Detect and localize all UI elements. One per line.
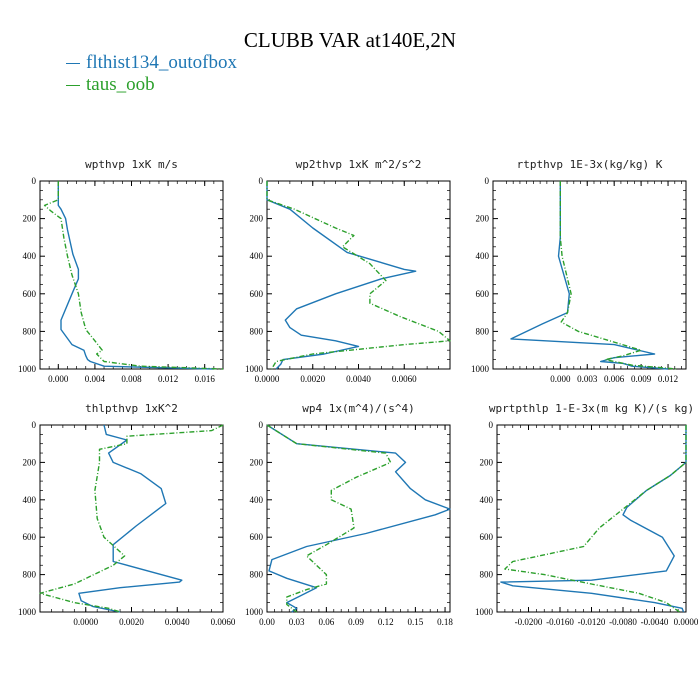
x-tick-label: 0.000 [550,374,571,384]
panel-frame-1 [39,180,224,370]
x-tick-label: 0.000 [48,374,69,384]
series-line-taus-oob [266,181,451,370]
y-tick-label: 600 [250,289,264,299]
y-tick-label: 800 [480,570,494,580]
series-line-flthist134 [266,181,417,370]
y-tick-label: 600 [476,289,490,299]
y-tick-label: 1000 [18,607,37,617]
y-tick-label: 0 [489,420,494,430]
x-tick-label: 0.0000 [73,617,98,627]
x-tick-label: 0.0020 [300,374,325,384]
series-line-taus-oob [504,425,687,613]
x-tick-label: -0.0040 [641,617,669,627]
x-tick-label: 0.09 [348,617,364,627]
y-tick-label: 200 [23,457,37,467]
y-tick-label: 200 [250,457,264,467]
x-tick-label: -0.0120 [578,617,606,627]
y-tick-label: 400 [23,251,37,261]
y-tick-label: 400 [23,495,37,505]
y-tick-label: 1000 [18,364,37,374]
legend-entry-2: taus_oob [66,74,155,96]
y-tick-label: 800 [476,326,490,336]
y-tick-label: 600 [250,532,264,542]
x-tick-label: 0.006 [604,374,625,384]
legend-label-1: flthist134_outofbox [86,52,237,73]
legend-swatch-2 [66,85,80,87]
y-tick-label: 600 [23,532,37,542]
x-tick-label: 0.012 [158,374,178,384]
x-tick-label: 0.06 [318,617,334,627]
panel-frame-3 [492,180,687,370]
series-line-flthist134 [266,424,451,613]
panel-title-3: rtpthvp 1E-3x(kg/kg) K [517,158,663,171]
y-tick-label: 200 [250,214,264,224]
x-tick-label: 0.0040 [346,374,371,384]
y-tick-label: 200 [480,457,494,467]
y-tick-label: 1000 [475,607,494,617]
legend-swatch-1 [66,63,80,65]
y-tick-label: 0 [259,420,264,430]
y-tick-label: 800 [250,326,264,336]
legend-label-2: taus_oob [86,74,155,95]
x-tick-label: 0.004 [85,374,106,384]
series-line-taus-oob [266,424,392,613]
x-tick-label: 0.0040 [165,617,190,627]
y-tick-label: 200 [23,214,37,224]
x-tick-label: 0.0000 [674,617,699,627]
x-tick-label: -0.0080 [609,617,637,627]
y-tick-label: 600 [23,289,37,299]
series-line-taus-oob [559,181,678,370]
y-tick-label: 400 [476,251,490,261]
x-tick-label: 0.0060 [211,617,236,627]
x-tick-label: 0.008 [121,374,142,384]
y-tick-label: 0 [485,176,490,186]
x-tick-label: 0.0000 [255,374,280,384]
y-tick-label: 400 [250,251,264,261]
y-tick-label: 1000 [471,364,490,374]
panel-title-2: wp2thvp 1xK m^2/s^2 [296,158,422,171]
y-tick-label: 800 [23,326,37,336]
series-line-taus-oob [43,181,224,370]
panel-title-6: wprtpthlp 1-E-3x(m kg K)/(s kg) [489,402,694,415]
x-tick-label: -0.0200 [515,617,543,627]
panel-title-4: thlpthvp 1xK^2 [85,402,178,415]
series-line-flthist134 [500,425,687,613]
y-tick-label: 1000 [245,607,264,617]
x-tick-label: 0.016 [195,374,216,384]
panel-frame-4 [39,424,224,613]
x-tick-label: 0.012 [658,374,678,384]
x-tick-label: 0.0060 [392,374,417,384]
series-line-taus-oob [39,424,224,613]
y-tick-label: 400 [250,495,264,505]
x-tick-label: 0.0020 [119,617,144,627]
y-tick-label: 0 [32,176,37,186]
x-tick-label: 0.03 [289,617,305,627]
series-line-flthist134 [510,181,669,370]
y-tick-label: 0 [32,420,37,430]
x-tick-label: 0.009 [631,374,652,384]
y-tick-label: 800 [23,570,37,580]
y-tick-label: 200 [476,214,490,224]
y-tick-label: 600 [480,532,494,542]
x-tick-label: 0.18 [437,617,453,627]
panel-title-1: wpthvp 1xK m/s [85,158,178,171]
x-tick-label: 0.003 [577,374,598,384]
y-tick-label: 1000 [245,364,264,374]
legend-entry-1: flthist134_outofbox [66,52,237,74]
y-tick-label: 0 [259,176,264,186]
series-line-flthist134 [57,181,214,370]
x-tick-label: 0.00 [259,617,275,627]
x-tick-label: 0.12 [378,617,394,627]
y-tick-label: 800 [250,570,264,580]
y-tick-label: 400 [480,495,494,505]
x-tick-label: -0.0160 [546,617,574,627]
x-tick-label: 0.15 [408,617,424,627]
panel-title-5: wp4 1x(m^4)/(s^4) [302,402,415,415]
series-line-flthist134 [78,424,183,613]
figure-title: CLUBB VAR at140E,2N [243,28,457,52]
